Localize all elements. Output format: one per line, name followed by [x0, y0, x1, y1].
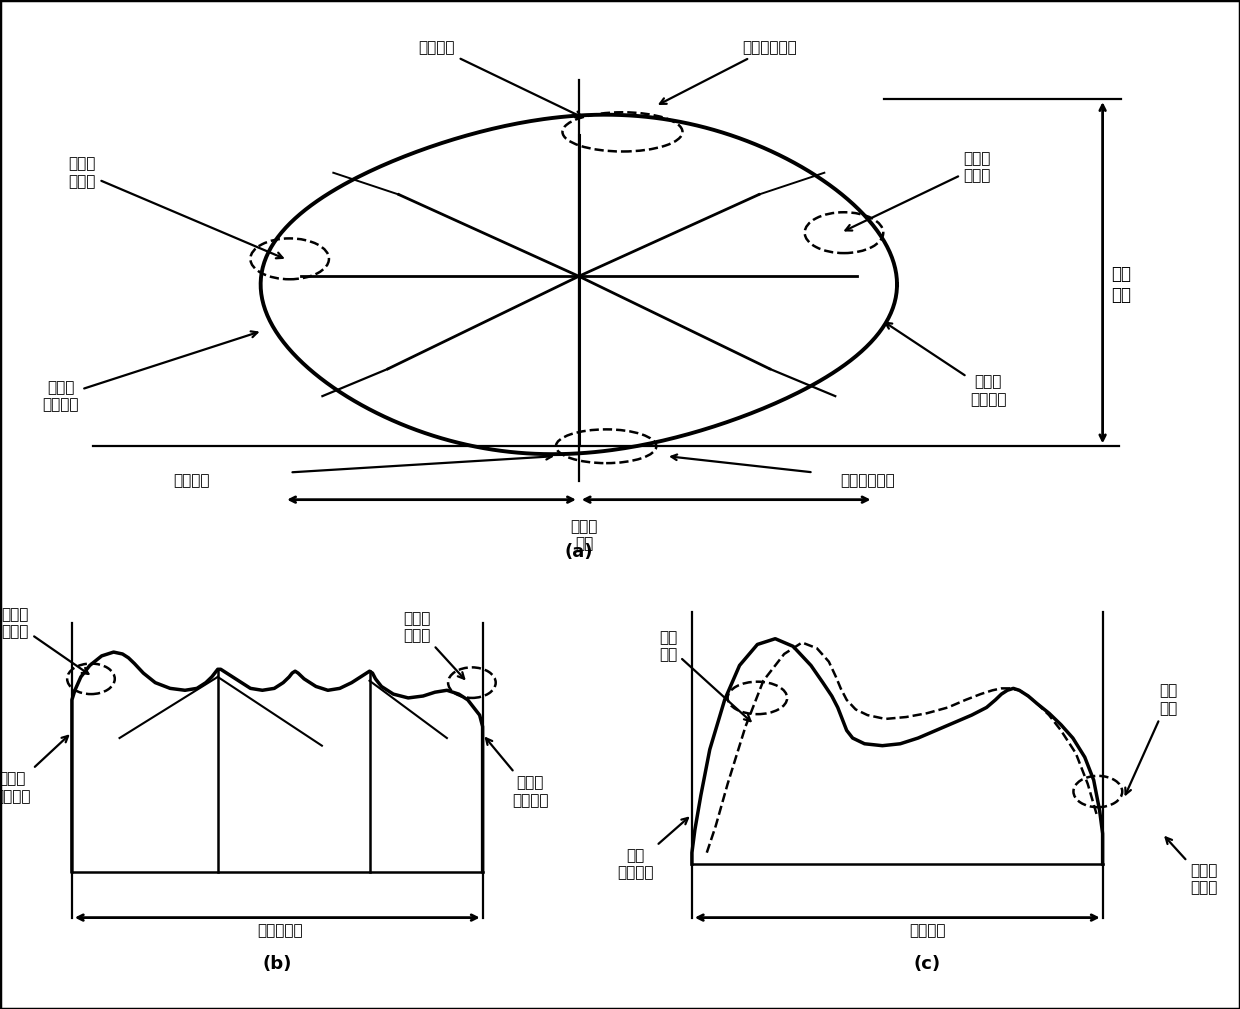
Text: 舌面
隆突: 舌面 隆突 [1126, 684, 1177, 794]
Text: 颊面
隆突: 颊面 隆突 [658, 631, 750, 721]
Text: 远中面
外形高点: 远中面 外形高点 [42, 331, 258, 413]
Text: 远中面
接触区: 远中面 接触区 [68, 156, 283, 258]
Text: (a): (a) [564, 543, 593, 561]
Text: 近中面
接触区: 近中面 接触区 [1, 607, 88, 674]
Text: 舌面隆突: 舌面隆突 [174, 473, 210, 488]
Text: 颊舌尺寸: 颊舌尺寸 [909, 923, 945, 938]
Text: 颊面外形高点: 颊面外形高点 [660, 40, 797, 104]
Text: 近中面
接触区: 近中面 接触区 [846, 151, 991, 230]
Text: 远中面
外形高点: 远中面 外形高点 [486, 739, 548, 808]
Text: 颊面外
形高点: 颊面外 形高点 [1166, 837, 1218, 896]
Text: 舌面外形高点: 舌面外形高点 [841, 473, 895, 488]
Text: 舌面
外形高点: 舌面 外形高点 [618, 818, 688, 880]
Text: 近中面
外形高点: 近中面 外形高点 [885, 323, 1007, 407]
Text: 近远中尺寸: 近远中尺寸 [258, 923, 303, 938]
Text: 颊面隆突: 颊面隆突 [419, 40, 582, 117]
Text: 远中面
接触区: 远中面 接触区 [403, 611, 464, 679]
Text: 近中面
外形高点: 近中面 外形高点 [0, 736, 68, 804]
Text: (c): (c) [914, 955, 941, 973]
Text: (b): (b) [263, 955, 291, 973]
Text: 近远中
尺寸: 近远中 尺寸 [570, 519, 598, 551]
Text: 颊舌
尺寸: 颊舌 尺寸 [1111, 265, 1131, 304]
